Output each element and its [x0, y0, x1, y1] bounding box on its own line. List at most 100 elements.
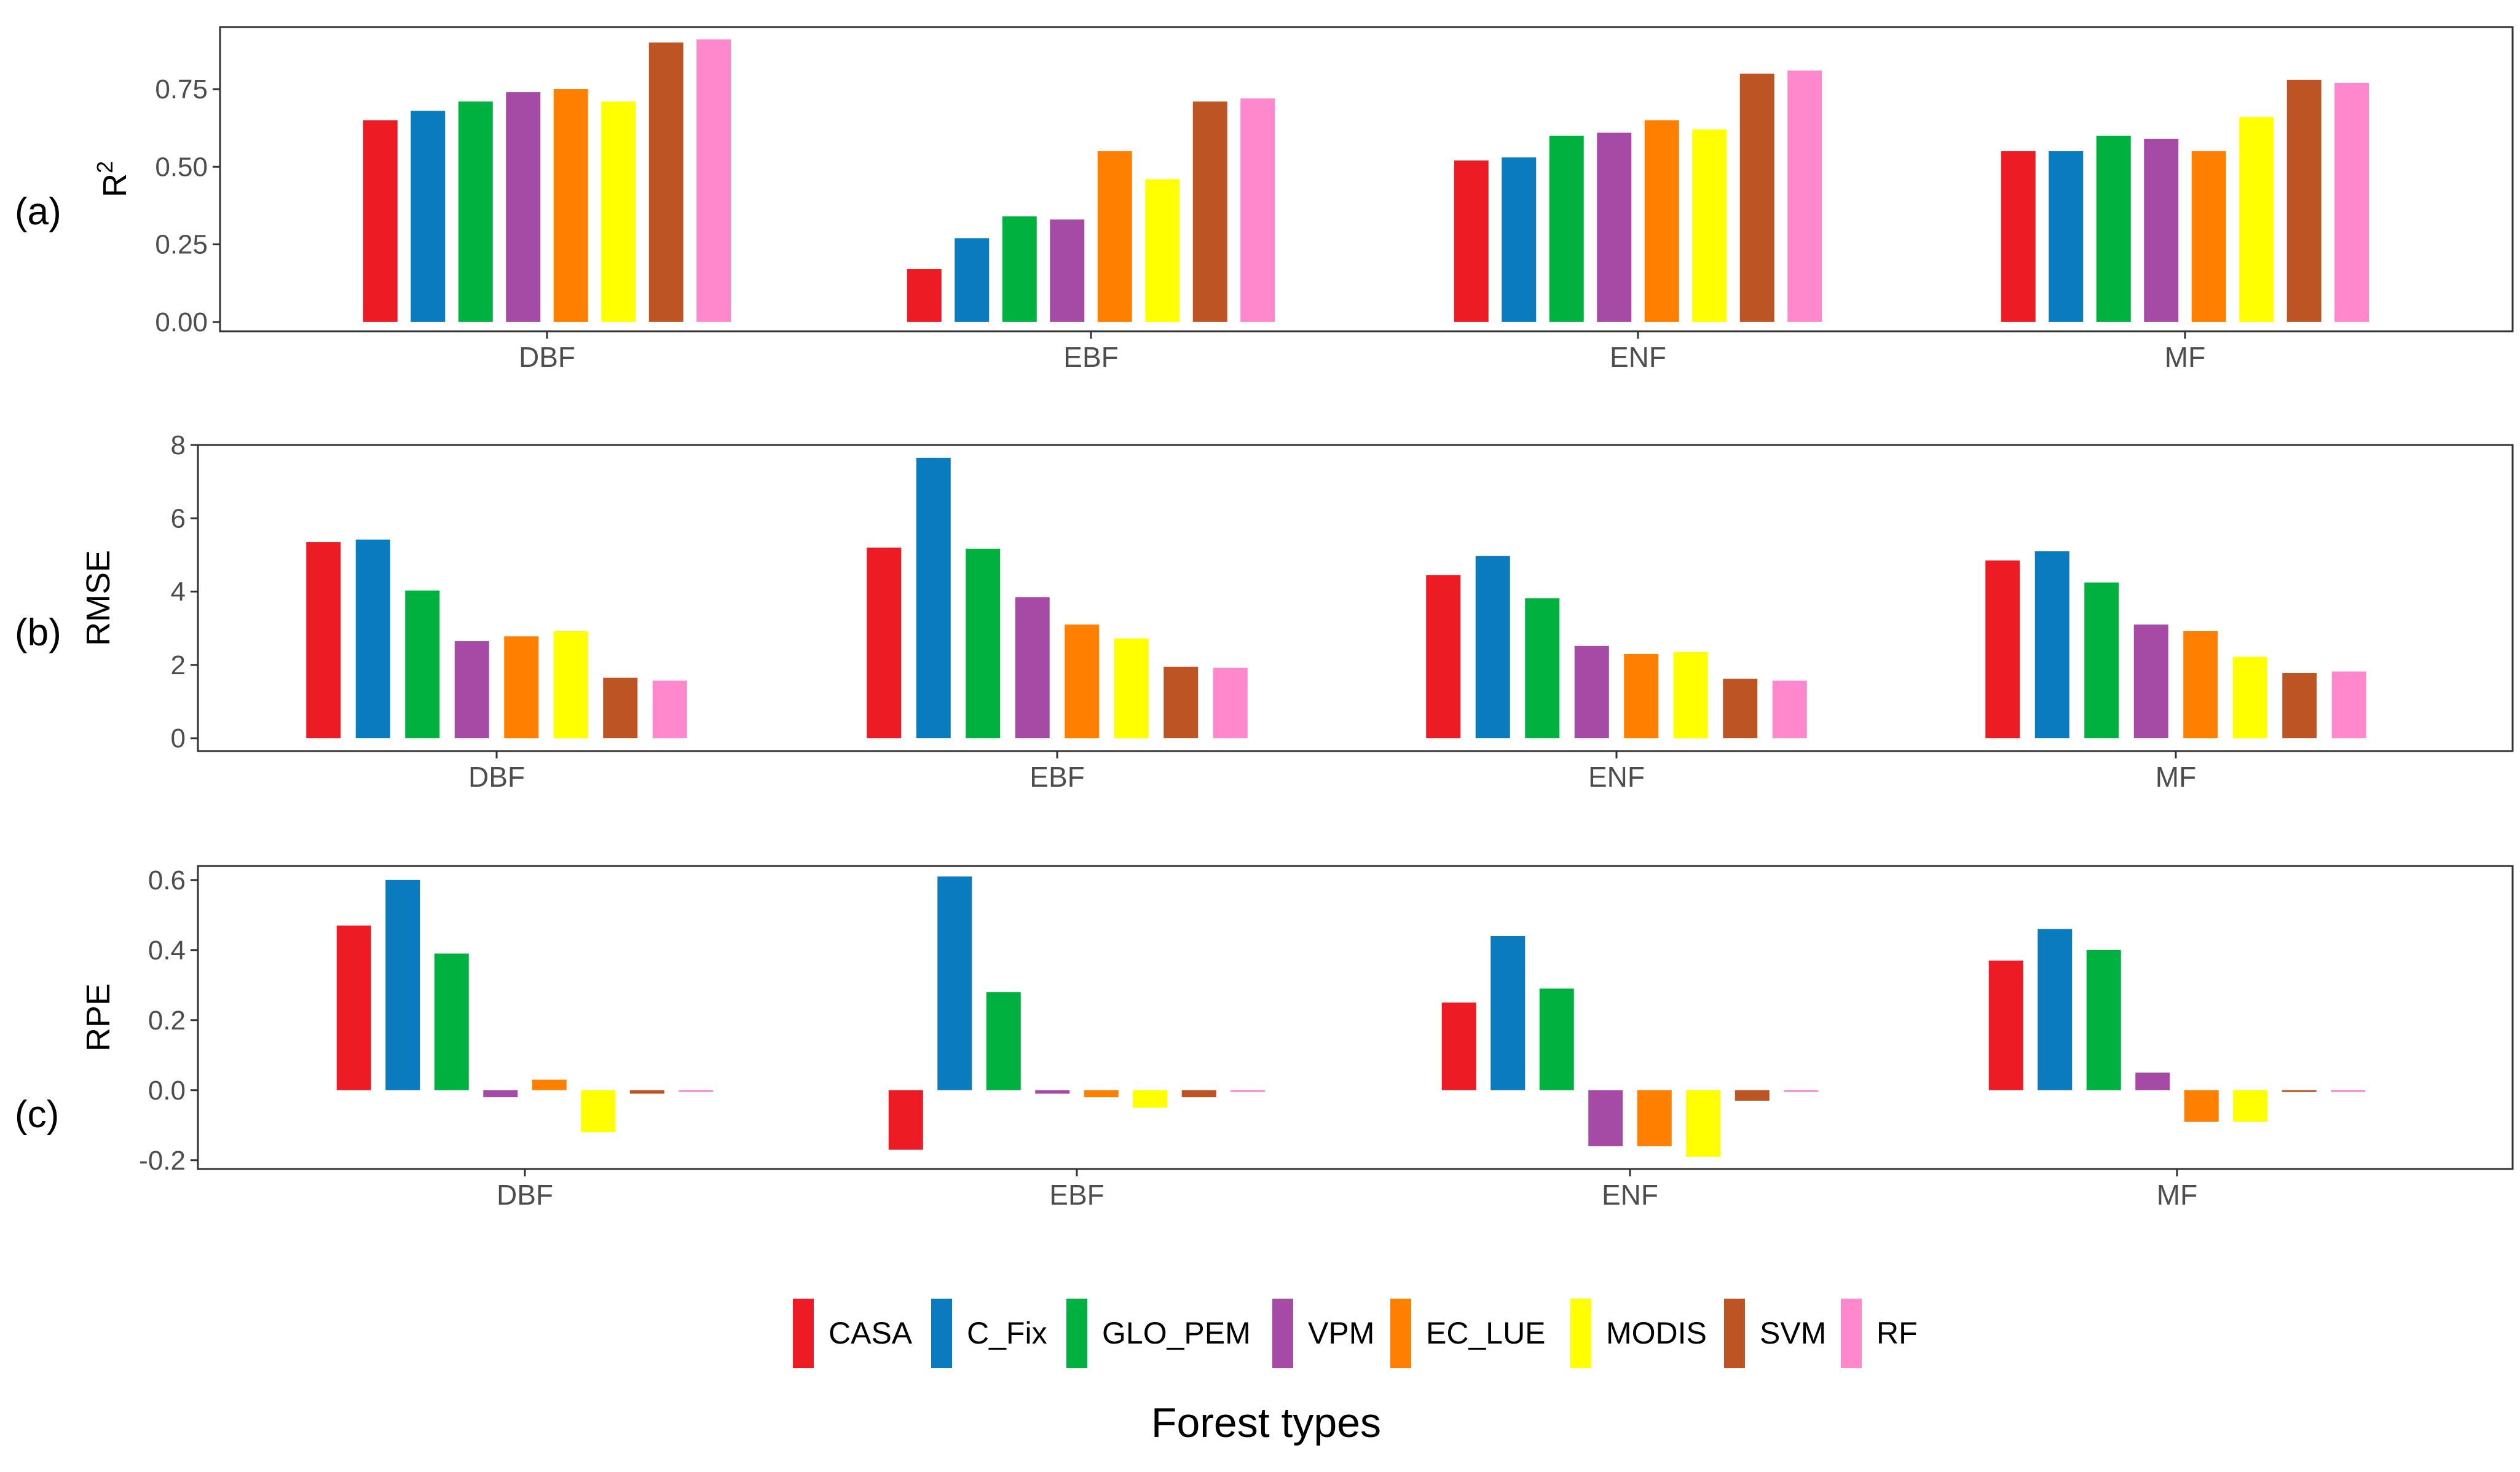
y-tick-label: 2 [171, 650, 186, 680]
panel-label: (b) [15, 612, 61, 654]
legend-swatch-vpm [1272, 1299, 1293, 1368]
bar-rf-mf [2331, 1090, 2366, 1092]
bar-glo-pem-dbf [458, 101, 493, 322]
bar-rf-dbf [679, 1090, 714, 1092]
bar-svm-ebf [1164, 666, 1199, 739]
bar-svm-ebf [1192, 101, 1227, 322]
bar-vpm-dbf [454, 641, 489, 739]
bar-c-fix-dbf [355, 539, 390, 739]
bar-modis-dbf [553, 631, 588, 739]
x-tick-label: EBF [1063, 341, 1118, 373]
y-tick-label: -0.2 [139, 1146, 186, 1176]
panel-label: (c) [15, 1093, 59, 1136]
bar-c-fix-ebf [937, 876, 972, 1090]
bar-rf-enf [1784, 1090, 1819, 1092]
x-axis-title: Forest types [1151, 1399, 1381, 1446]
bar-svm-enf [1734, 1090, 1770, 1101]
bar-ec-lue-mf [2184, 1090, 2219, 1122]
bar-glo-pem-enf [1525, 598, 1560, 739]
legend-label: EC_LUE [1426, 1316, 1546, 1350]
bar-glo-pem-ebf [1002, 216, 1037, 322]
bar-casa-ebf [867, 547, 902, 739]
bar-glo-pem-ebf [986, 992, 1021, 1090]
bar-ec-lue-ebf [1065, 624, 1100, 739]
x-tick-label: DBF [468, 761, 525, 793]
y-axis-title: RPE [80, 983, 117, 1052]
legend-swatch-svm [1724, 1299, 1745, 1368]
y-tick-label: 0 [171, 723, 186, 754]
bar-vpm-enf [1574, 645, 1609, 739]
y-tick-label: 4 [171, 577, 186, 607]
bar-rf-ebf [1240, 98, 1275, 322]
bar-casa-mf [1988, 960, 2023, 1090]
bar-c-fix-enf [1475, 556, 1510, 739]
x-tick-label: DBF [497, 1179, 553, 1211]
legend-swatch-rf [1841, 1299, 1862, 1368]
bar-c-fix-mf [2038, 929, 2073, 1090]
bar-rf-ebf [1213, 667, 1248, 739]
bar-glo-pem-dbf [434, 953, 469, 1090]
legend-swatch-casa [793, 1299, 814, 1368]
y-tick-label: 0.50 [155, 152, 208, 182]
bar-casa-enf [1426, 575, 1461, 739]
y-axis-title: R2 [92, 161, 133, 197]
legend-label: MODIS [1606, 1316, 1707, 1350]
bar-glo-pem-ebf [966, 548, 1001, 739]
panel-a-r2-chart: 0.00 0.25 0.50 0.75 R2 (a) DBF EBF ENF MF [15, 26, 2514, 373]
y-tick-label: 0.0 [148, 1076, 186, 1106]
y-tick-label: 0.2 [148, 1006, 186, 1036]
legend-label: RF [1876, 1316, 1918, 1350]
legend-swatch-ec-lue [1390, 1299, 1411, 1368]
bar-ec-lue-dbf [532, 1079, 567, 1090]
y-tick-label: 0.00 [155, 307, 208, 337]
x-tick-label: ENF [1602, 1179, 1658, 1211]
bar-modis-ebf [1114, 638, 1149, 739]
bar-svm-dbf [648, 42, 683, 322]
bar-glo-pem-mf [2086, 950, 2121, 1090]
bar-glo-pem-mf [2084, 582, 2119, 739]
bar-modis-enf [1673, 651, 1708, 739]
bar-svm-dbf [603, 677, 638, 739]
bar-casa-ebf [907, 269, 942, 322]
bar-casa-mf [1985, 560, 2020, 739]
bar-casa-dbf [363, 120, 398, 322]
bar-rf-enf [1787, 70, 1822, 322]
bar-glo-pem-mf [2096, 135, 2131, 322]
legend-swatch-modis [1570, 1299, 1591, 1368]
bar-glo-pem-enf [1539, 988, 1574, 1090]
panel-frame [197, 444, 2514, 752]
x-tick-label: DBF [519, 341, 575, 373]
bar-ec-lue-ebf [1097, 151, 1132, 322]
bar-vpm-ebf [1015, 597, 1050, 739]
y-tick-label: 0.4 [148, 935, 186, 966]
bar-modis-enf [1686, 1090, 1721, 1157]
x-tick-label: MF [2156, 761, 2196, 793]
legend-swatch-glo-pem [1066, 1299, 1087, 1368]
bar-vpm-mf [2144, 138, 2179, 322]
x-tick-label: MF [2157, 1179, 2197, 1211]
bar-modis-mf [2233, 1090, 2268, 1122]
y-tick-label: 0.25 [155, 230, 208, 260]
panel-label: (a) [15, 191, 61, 233]
bar-glo-pem-dbf [405, 590, 440, 739]
legend-label: C_Fix [967, 1316, 1047, 1350]
bar-vpm-enf [1597, 132, 1632, 322]
bar-c-fix-ebf [916, 457, 951, 739]
bar-c-fix-dbf [411, 111, 446, 322]
bar-modis-mf [2232, 656, 2267, 739]
y-tick-label: 8 [171, 430, 186, 460]
bar-modis-enf [1692, 129, 1727, 322]
bar-rf-ebf [1230, 1090, 1266, 1092]
y-tick-label: 0.6 [148, 865, 186, 895]
bar-modis-ebf [1145, 179, 1180, 322]
bar-ec-lue-mf [2191, 151, 2226, 322]
panel-frame [197, 865, 2514, 1170]
legend: CASA C_Fix GLO_PEM VPM EC_LUE MODIS SVM RF [793, 1299, 1918, 1368]
legend-label: VPM [1308, 1316, 1374, 1350]
bar-rf-mf [2334, 82, 2369, 322]
bar-casa-enf [1441, 1002, 1476, 1090]
bar-ec-lue-dbf [504, 636, 539, 739]
bar-ec-lue-enf [1644, 120, 1679, 322]
bar-svm-ebf [1181, 1090, 1216, 1098]
